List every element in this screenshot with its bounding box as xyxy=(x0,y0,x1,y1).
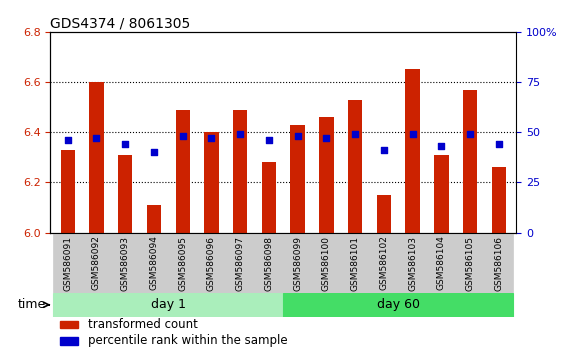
Text: day 60: day 60 xyxy=(377,298,420,311)
Bar xyxy=(377,195,391,233)
Point xyxy=(178,133,187,139)
Bar xyxy=(398,233,427,293)
Text: GSM586092: GSM586092 xyxy=(92,235,101,290)
Bar xyxy=(283,293,513,317)
Bar xyxy=(118,155,132,233)
Bar xyxy=(348,99,362,233)
Text: GSM586099: GSM586099 xyxy=(293,235,302,291)
Bar xyxy=(61,150,75,233)
Text: percentile rank within the sample: percentile rank within the sample xyxy=(88,335,287,347)
Bar xyxy=(53,233,82,293)
Point xyxy=(121,141,130,147)
Text: GSM586100: GSM586100 xyxy=(322,235,331,291)
Text: GSM586103: GSM586103 xyxy=(408,235,417,291)
Point xyxy=(351,131,360,137)
Point xyxy=(437,143,446,149)
Text: GSM586091: GSM586091 xyxy=(63,235,72,291)
Text: transformed count: transformed count xyxy=(88,318,197,331)
Text: GSM586095: GSM586095 xyxy=(178,235,187,291)
Text: day 1: day 1 xyxy=(151,298,186,311)
Bar xyxy=(434,155,449,233)
Text: GSM586102: GSM586102 xyxy=(379,235,388,290)
Bar xyxy=(226,233,255,293)
Bar xyxy=(406,69,420,233)
Text: GSM586093: GSM586093 xyxy=(121,235,130,291)
Point xyxy=(322,135,331,141)
Point xyxy=(264,137,273,143)
Bar xyxy=(312,233,341,293)
Point xyxy=(92,135,101,141)
Text: GSM586101: GSM586101 xyxy=(351,235,360,291)
Bar xyxy=(82,233,111,293)
Text: GSM586104: GSM586104 xyxy=(437,235,446,290)
Point xyxy=(207,135,216,141)
Bar xyxy=(60,337,79,344)
Bar xyxy=(283,233,312,293)
Text: GSM586097: GSM586097 xyxy=(236,235,245,291)
Bar xyxy=(60,321,79,328)
Bar xyxy=(427,233,456,293)
Bar xyxy=(197,233,226,293)
Point xyxy=(494,141,503,147)
Point xyxy=(379,147,388,153)
Bar xyxy=(370,233,398,293)
Bar xyxy=(140,233,168,293)
Bar xyxy=(485,233,513,293)
Bar xyxy=(341,233,370,293)
Bar xyxy=(168,233,197,293)
Text: GSM586096: GSM586096 xyxy=(207,235,216,291)
Bar xyxy=(147,205,161,233)
Bar xyxy=(111,233,140,293)
Text: GSM586105: GSM586105 xyxy=(466,235,475,291)
Text: time: time xyxy=(18,298,49,311)
Point xyxy=(149,149,158,155)
Bar xyxy=(291,125,305,233)
Bar xyxy=(89,82,104,233)
Text: GSM586106: GSM586106 xyxy=(494,235,503,291)
Bar xyxy=(53,293,283,317)
Bar xyxy=(204,132,219,233)
Bar xyxy=(262,162,276,233)
Point xyxy=(236,131,245,137)
Bar xyxy=(463,90,477,233)
Point xyxy=(63,137,72,143)
Point xyxy=(466,131,475,137)
Text: GSM586098: GSM586098 xyxy=(264,235,273,291)
Bar xyxy=(456,233,485,293)
Text: GSM586094: GSM586094 xyxy=(149,235,158,290)
Point xyxy=(408,131,417,137)
Bar xyxy=(491,167,506,233)
Bar xyxy=(255,233,283,293)
Bar xyxy=(319,117,334,233)
Bar xyxy=(233,110,247,233)
Point xyxy=(293,133,302,139)
Text: GDS4374 / 8061305: GDS4374 / 8061305 xyxy=(50,17,191,31)
Bar xyxy=(176,110,190,233)
